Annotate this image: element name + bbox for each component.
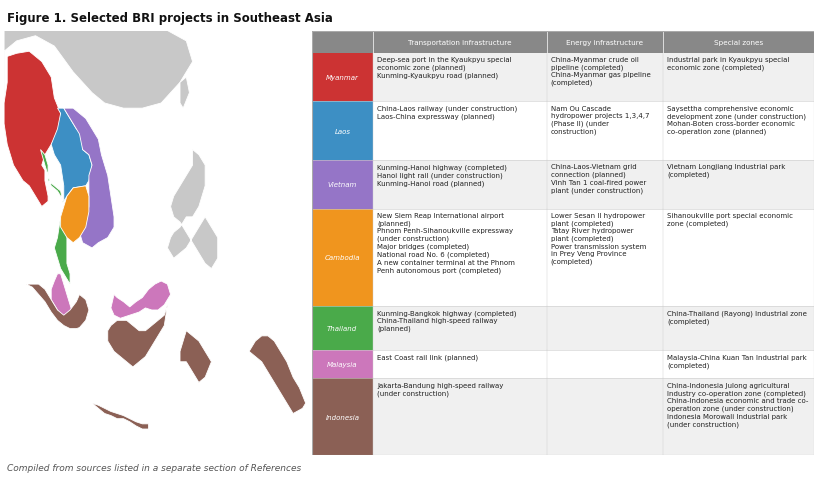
Text: China-Laos-Vietnam grid
connection (planned)
Vinh Tan 1 coal-fired power
plant (: China-Laos-Vietnam grid connection (plan…	[551, 164, 645, 193]
Text: Laos: Laos	[335, 128, 350, 134]
Bar	[312, 102, 373, 161]
Polygon shape	[51, 274, 79, 329]
Text: Kunming-Hanoi highway (completed)
Hanoi light rail (under construction)
Kunming-: Kunming-Hanoi highway (completed) Hanoi …	[377, 164, 507, 186]
Text: China-Myanmar crude oil
pipeline (completed)
China-Myanmar gas pipeline
(complet: China-Myanmar crude oil pipeline (comple…	[551, 57, 650, 86]
Polygon shape	[249, 336, 306, 414]
Text: Malaysia: Malaysia	[325, 362, 360, 368]
Text: Nam Ou Cascade
hydropower projects 1,3,4,7
(Phase II) (under
construction): Nam Ou Cascade hydropower projects 1,3,4…	[551, 106, 649, 135]
Text: Figure 1. Selected BRI projects in Southeast Asia: Figure 1. Selected BRI projects in South…	[7, 12, 332, 25]
Text: East Coast rail link (planned): East Coast rail link (planned)	[377, 354, 478, 361]
Text: Laos: Laos	[333, 128, 352, 134]
Polygon shape	[64, 109, 114, 248]
Bar	[312, 351, 373, 378]
Polygon shape	[41, 150, 70, 285]
Text: China-Laos railway (under construction)
Laos-China expressway (planned): China-Laos railway (under construction) …	[377, 106, 517, 120]
Bar	[312, 53, 373, 102]
Polygon shape	[167, 150, 218, 269]
Bar	[312, 209, 814, 306]
Text: Thailand: Thailand	[326, 326, 359, 332]
Bar	[312, 306, 373, 351]
Polygon shape	[0, 52, 4, 135]
Bar	[312, 53, 814, 102]
Text: Myanmar: Myanmar	[324, 75, 361, 81]
Polygon shape	[108, 305, 167, 367]
Text: Indonesia: Indonesia	[323, 414, 361, 420]
Polygon shape	[92, 403, 149, 429]
Text: New Siem Reap International airport
(planned)
Phnom Penh-Sihanoukville expresswa: New Siem Reap International airport (pla…	[377, 212, 515, 273]
Bar	[312, 378, 814, 455]
Text: Industrial park in Kyaukpyu special
economic zone (completed): Industrial park in Kyaukpyu special econ…	[667, 57, 789, 71]
Polygon shape	[4, 31, 193, 109]
Bar	[312, 306, 814, 351]
Text: Cambodia: Cambodia	[323, 255, 361, 261]
Text: Transportation infrastructure: Transportation infrastructure	[408, 40, 512, 45]
Text: Malaysia: Malaysia	[327, 362, 357, 368]
Text: Indonesia: Indonesia	[326, 414, 359, 420]
Bar	[312, 209, 373, 306]
Text: Sihanoukville port special economic
zone (completed): Sihanoukville port special economic zone…	[667, 212, 793, 227]
Bar	[312, 351, 814, 378]
Text: Jakarta-Bandung high-speed railway
(under construction): Jakarta-Bandung high-speed railway (unde…	[377, 382, 503, 396]
Bar	[312, 378, 373, 455]
Bar	[312, 161, 814, 209]
Text: Myanmar: Myanmar	[326, 75, 359, 81]
Polygon shape	[180, 331, 211, 383]
Polygon shape	[111, 281, 171, 318]
Text: Cambodia: Cambodia	[325, 255, 360, 261]
Text: Special zones: Special zones	[714, 40, 763, 45]
Text: China-Thailand (Rayong) Industrial zone
(completed): China-Thailand (Rayong) Industrial zone …	[667, 310, 807, 324]
Bar	[312, 31, 814, 53]
Text: Compiled from sources listed in a separate section of References: Compiled from sources listed in a separa…	[7, 463, 301, 472]
Text: Kunming-Bangkok highway (completed)
China-Thailand high-speed railway
(planned): Kunming-Bangkok highway (completed) Chin…	[377, 310, 517, 332]
Text: Vietnam: Vietnam	[328, 182, 357, 188]
Text: Saysettha comprehensive economic
development zone (under construction)
Mohan-Bot: Saysettha comprehensive economic develop…	[667, 106, 806, 135]
Polygon shape	[180, 78, 189, 109]
Text: Vietnam: Vietnam	[326, 182, 359, 188]
Polygon shape	[60, 186, 89, 243]
Bar	[312, 102, 814, 161]
Polygon shape	[51, 109, 92, 202]
Polygon shape	[26, 285, 89, 329]
Text: Malaysia-China Kuan Tan Industrial park
(completed): Malaysia-China Kuan Tan Industrial park …	[667, 354, 807, 368]
Text: Thailand: Thailand	[327, 326, 357, 332]
Text: Vietnam Longjiang Industrial park
(completed): Vietnam Longjiang Industrial park (compl…	[667, 164, 785, 178]
Polygon shape	[4, 52, 60, 207]
Text: Energy infrastructure: Energy infrastructure	[566, 40, 643, 45]
Text: China-Indonesia Julong agricultural
Industry co-operation zone (completed)
China: China-Indonesia Julong agricultural Indu…	[667, 382, 809, 427]
Text: Lower Sesan II hydropower
plant (completed)
Tatay River hydropower
plant (comple: Lower Sesan II hydropower plant (complet…	[551, 212, 646, 265]
Bar	[312, 161, 373, 209]
Text: Deep-sea port in the Kyaukpyu special
economic zone (planned)
Kunming-Kyaukpyu r: Deep-sea port in the Kyaukpyu special ec…	[377, 57, 512, 79]
